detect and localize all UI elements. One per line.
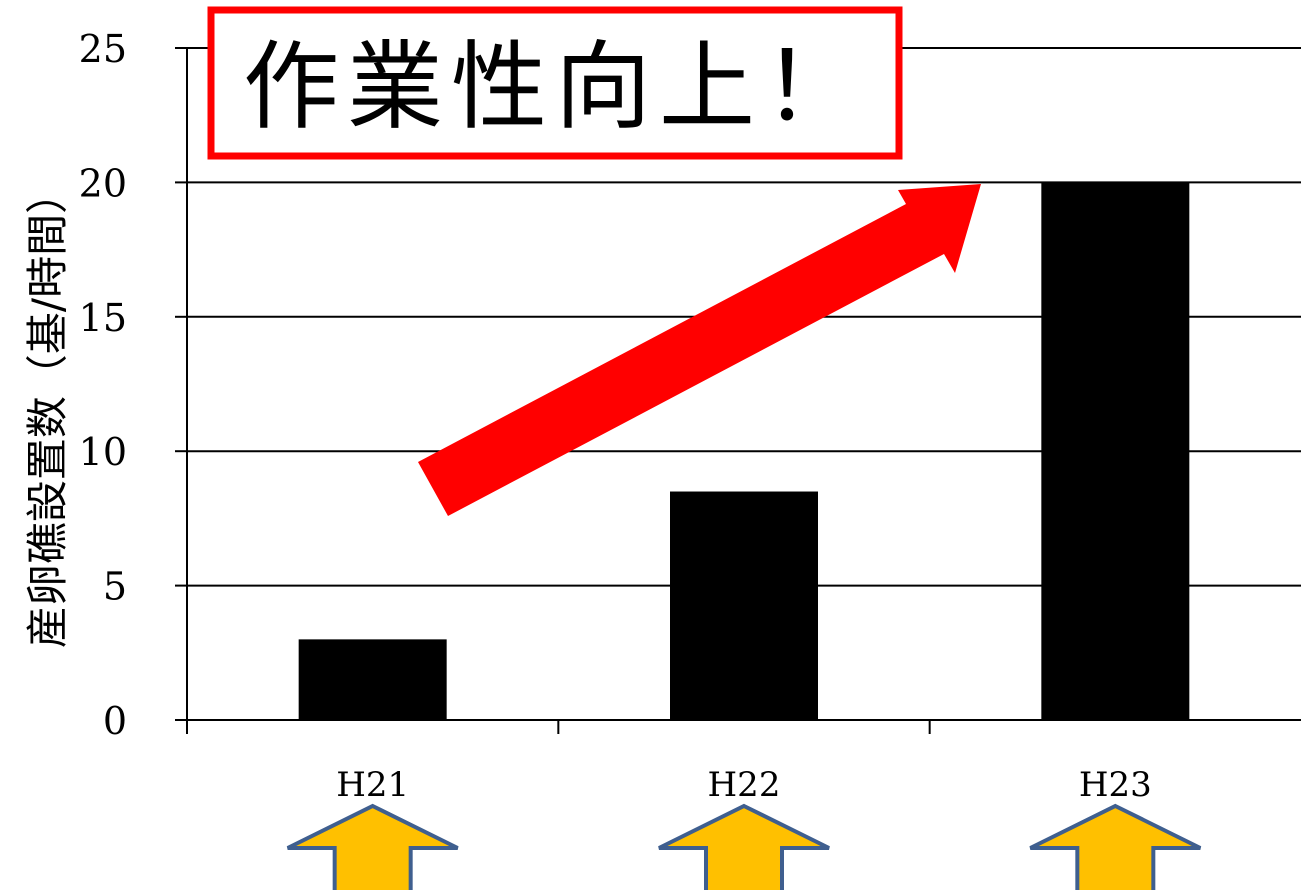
x-tick-label: H23 [1079, 765, 1152, 805]
y-tick-label: 15 [79, 296, 127, 340]
trend-arrow-icon [418, 184, 981, 516]
annotation-text: 作業性向上！ [243, 31, 867, 143]
annotation-box: 作業性向上！ [207, 6, 903, 160]
x-tick-label: H21 [336, 765, 409, 805]
y-tick-label: 5 [103, 565, 127, 609]
up-arrow-icon [286, 803, 459, 894]
category-marker-arrows [286, 803, 1202, 894]
bars [298, 182, 1190, 720]
bar-H23 [1041, 182, 1190, 720]
up-arrow-icon [658, 803, 830, 894]
y-tick-labels: 0 5 10 15 20 25 [79, 27, 127, 743]
bar-H22 [670, 491, 818, 720]
y-tick-label: 0 [103, 699, 127, 743]
up-arrow-icon [1029, 803, 1202, 894]
x-tick-label: H22 [708, 765, 781, 805]
x-tick-labels: H21 H22 H23 [336, 765, 1152, 805]
y-tick-label: 10 [79, 430, 127, 474]
y-tick-label: 25 [79, 27, 127, 71]
y-axis-label: 産卵礁設置数（基/時間） [23, 172, 72, 648]
y-tick-label: 20 [79, 161, 127, 205]
bar-H21 [298, 639, 447, 720]
axes [186, 48, 1301, 734]
